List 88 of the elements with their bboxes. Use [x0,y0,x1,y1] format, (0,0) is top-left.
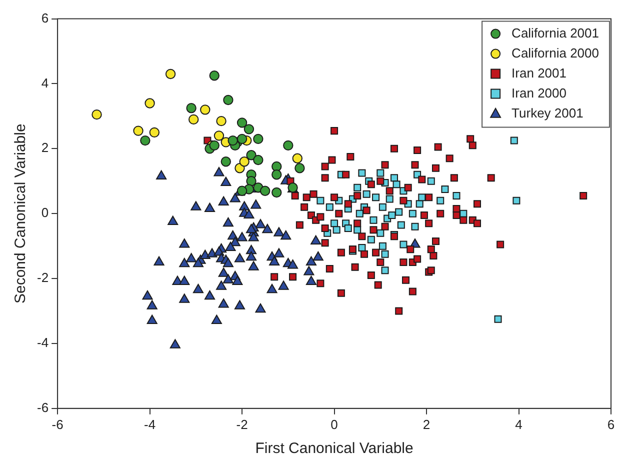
point [92,109,102,120]
point [260,186,270,196]
point [441,186,449,194]
point [223,94,234,106]
point [358,244,366,252]
point [386,195,394,203]
point [236,134,248,144]
point [378,242,386,250]
legend-label: Turkey 2001 [512,105,584,120]
point [372,194,380,202]
point [272,170,282,180]
point [370,216,378,224]
point [416,200,424,208]
legend-label: California 2001 [512,25,600,40]
point [344,224,352,232]
point [283,140,294,151]
point [400,240,408,248]
y-tick-label: 0 [41,205,49,220]
point [436,196,444,204]
point [326,203,334,211]
point [378,203,386,211]
x-tick-label: 0 [330,416,338,432]
x-tick-label: -2 [236,416,248,432]
point [228,135,238,146]
point [236,186,248,196]
point [220,156,231,167]
point [408,210,416,218]
point [188,114,199,125]
point [411,222,419,230]
point [209,140,220,151]
point [253,134,264,144]
x-tick-label: 6 [607,416,615,432]
point [186,102,196,114]
x-axis-title: First Canonical Variable [255,440,414,458]
point [253,154,264,166]
x-tick-label: 2 [422,416,430,432]
y-tick-label: 6 [41,10,49,26]
point [330,220,338,228]
point [209,70,220,81]
point [356,210,364,218]
point [418,194,426,202]
point [294,163,305,174]
point [216,116,226,126]
y-axis-title: Second Canonical Variable [12,124,30,304]
point [390,174,398,182]
point [388,211,396,219]
y-tick-label: -6 [36,400,49,415]
point [244,124,254,134]
point [494,315,502,323]
point [316,196,324,204]
point [512,196,520,204]
point [358,169,366,177]
y-tick-label: -4 [36,335,49,350]
point [427,177,435,185]
point [376,169,384,177]
point [272,187,282,198]
point [392,180,400,188]
x-tick-label: 4 [515,416,522,432]
x-tick-label: -6 [52,416,64,432]
point [376,229,384,237]
y-tick-label: 2 [41,140,49,156]
point [165,68,176,80]
point [397,221,405,229]
point [140,135,150,146]
point [200,104,210,115]
point [149,127,160,138]
legend-label: California 2000 [512,45,600,60]
point [381,266,389,274]
x-tick-label: -4 [144,416,156,432]
legend-label: Iran 2001 [512,65,566,80]
point [395,208,403,216]
point [332,226,340,234]
point [367,236,375,244]
point [239,156,250,167]
point [246,150,256,160]
point [362,190,370,198]
point [381,250,389,258]
legend-label: Iran 2000 [512,85,566,100]
point [214,130,224,141]
point [452,192,460,200]
point [144,98,155,108]
y-tick-label: 4 [41,75,49,90]
point [354,184,362,192]
y-tick-label: -2 [36,270,49,286]
point [133,126,144,136]
point [292,153,302,164]
point [510,136,518,144]
point [236,118,248,128]
